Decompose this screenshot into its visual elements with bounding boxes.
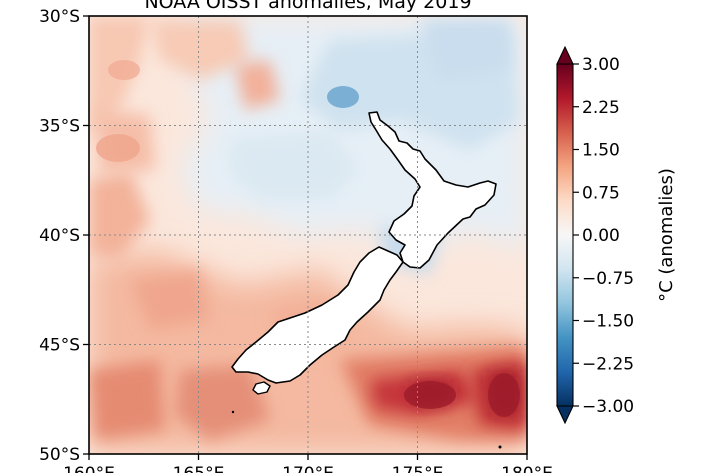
north-island bbox=[368, 111, 497, 269]
longitude-tick-label: 175°E bbox=[392, 464, 444, 473]
snares-dot bbox=[231, 410, 235, 414]
colorbar-tick-label: 3.00 bbox=[582, 55, 620, 75]
colorbar-tick-label: −1.50 bbox=[582, 312, 634, 332]
latitude-axis: 30°S 35°S 40°S 45°S 50°S bbox=[39, 7, 89, 465]
longitude-tick-label: 170°E bbox=[282, 464, 334, 473]
colorbar-ticks: 3.00 2.25 1.50 0.75 0.00 −0.75 −1.50 −2.25 −3.00 bbox=[573, 55, 634, 417]
anomaly-hotspots bbox=[96, 60, 520, 417]
colorbar-tick-label: −2.25 bbox=[582, 354, 634, 374]
latitude-tick-label: 30°S bbox=[39, 7, 80, 27]
latitude-tick-label: 40°S bbox=[39, 226, 80, 246]
colorbar-tick-label: −0.75 bbox=[582, 269, 634, 289]
stewart-island bbox=[252, 381, 271, 395]
colorbar-tick-label: 0.00 bbox=[582, 226, 620, 246]
colorbar-tick-label: 2.25 bbox=[582, 98, 620, 118]
map-title: NOAA OISST anomalies, May 2019 bbox=[144, 0, 471, 13]
chatham-dot bbox=[498, 445, 502, 449]
latitude-tick-label: 35°S bbox=[39, 117, 80, 137]
latitude-tick-label: 50°S bbox=[39, 445, 80, 465]
longitude-tick-label: 160°E bbox=[63, 464, 115, 473]
colorbar-tick-label: 0.75 bbox=[582, 183, 620, 203]
gridlines bbox=[89, 16, 527, 454]
colorbar: 3.00 2.25 1.50 0.75 0.00 −0.75 −1.50 −2.25 −3.00… bbox=[556, 45, 677, 425]
colorbar-scale bbox=[556, 63, 574, 407]
map-area bbox=[89, 16, 527, 454]
colorbar-tick-label: −3.00 bbox=[582, 397, 634, 417]
land-new-zealand bbox=[231, 111, 502, 449]
longitude-tick-label: 165°E bbox=[173, 464, 225, 473]
latitude-tick-label: 45°S bbox=[39, 336, 80, 356]
south-island bbox=[231, 246, 404, 384]
longitude-axis: 160°E 165°E 170°E 175°E 180°E bbox=[63, 454, 553, 473]
colorbar-extend-high bbox=[556, 45, 574, 65]
colorbar-tick-label: 1.50 bbox=[582, 141, 620, 161]
colorbar-extend-low bbox=[556, 405, 574, 425]
longitude-tick-label: 180°E bbox=[501, 464, 553, 473]
colorbar-label: °C (anomalies) bbox=[656, 168, 677, 302]
